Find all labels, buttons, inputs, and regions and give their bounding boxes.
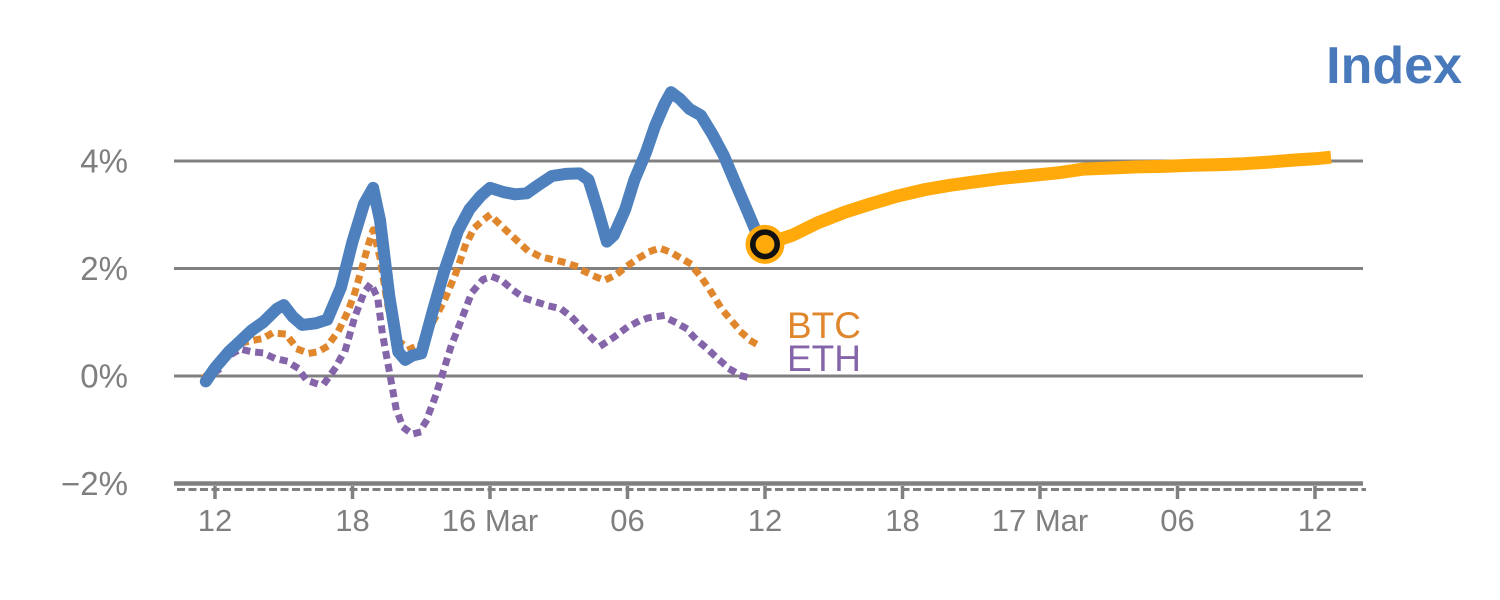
btc-series-label: BTC <box>787 305 861 346</box>
eth-line <box>200 273 754 438</box>
x-tick-label: 17 Mar <box>992 503 1088 538</box>
index-forecast-line <box>762 150 1332 251</box>
btc-line <box>200 211 766 381</box>
x-tick-label: 16 Mar <box>442 503 538 538</box>
x-tick-label: 12 <box>198 503 232 538</box>
eth-series-label: ETH <box>787 338 861 379</box>
x-tick-label: 06 <box>610 503 644 538</box>
x-tick-label: 06 <box>1160 503 1194 538</box>
forecast-start-marker <box>749 229 780 260</box>
index-line <box>199 86 771 388</box>
x-tick-label: 12 <box>1298 503 1332 538</box>
x-tick-label: 18 <box>335 503 369 538</box>
y-tick-label: 2% <box>80 250 128 287</box>
y-tick-label: 4% <box>80 143 128 180</box>
x-tick-label: 18 <box>885 503 919 538</box>
y-tick-label: −2% <box>61 465 128 502</box>
chart-title: Index <box>1326 37 1462 95</box>
y-tick-label: 0% <box>80 358 128 395</box>
x-tick-label: 12 <box>748 503 782 538</box>
